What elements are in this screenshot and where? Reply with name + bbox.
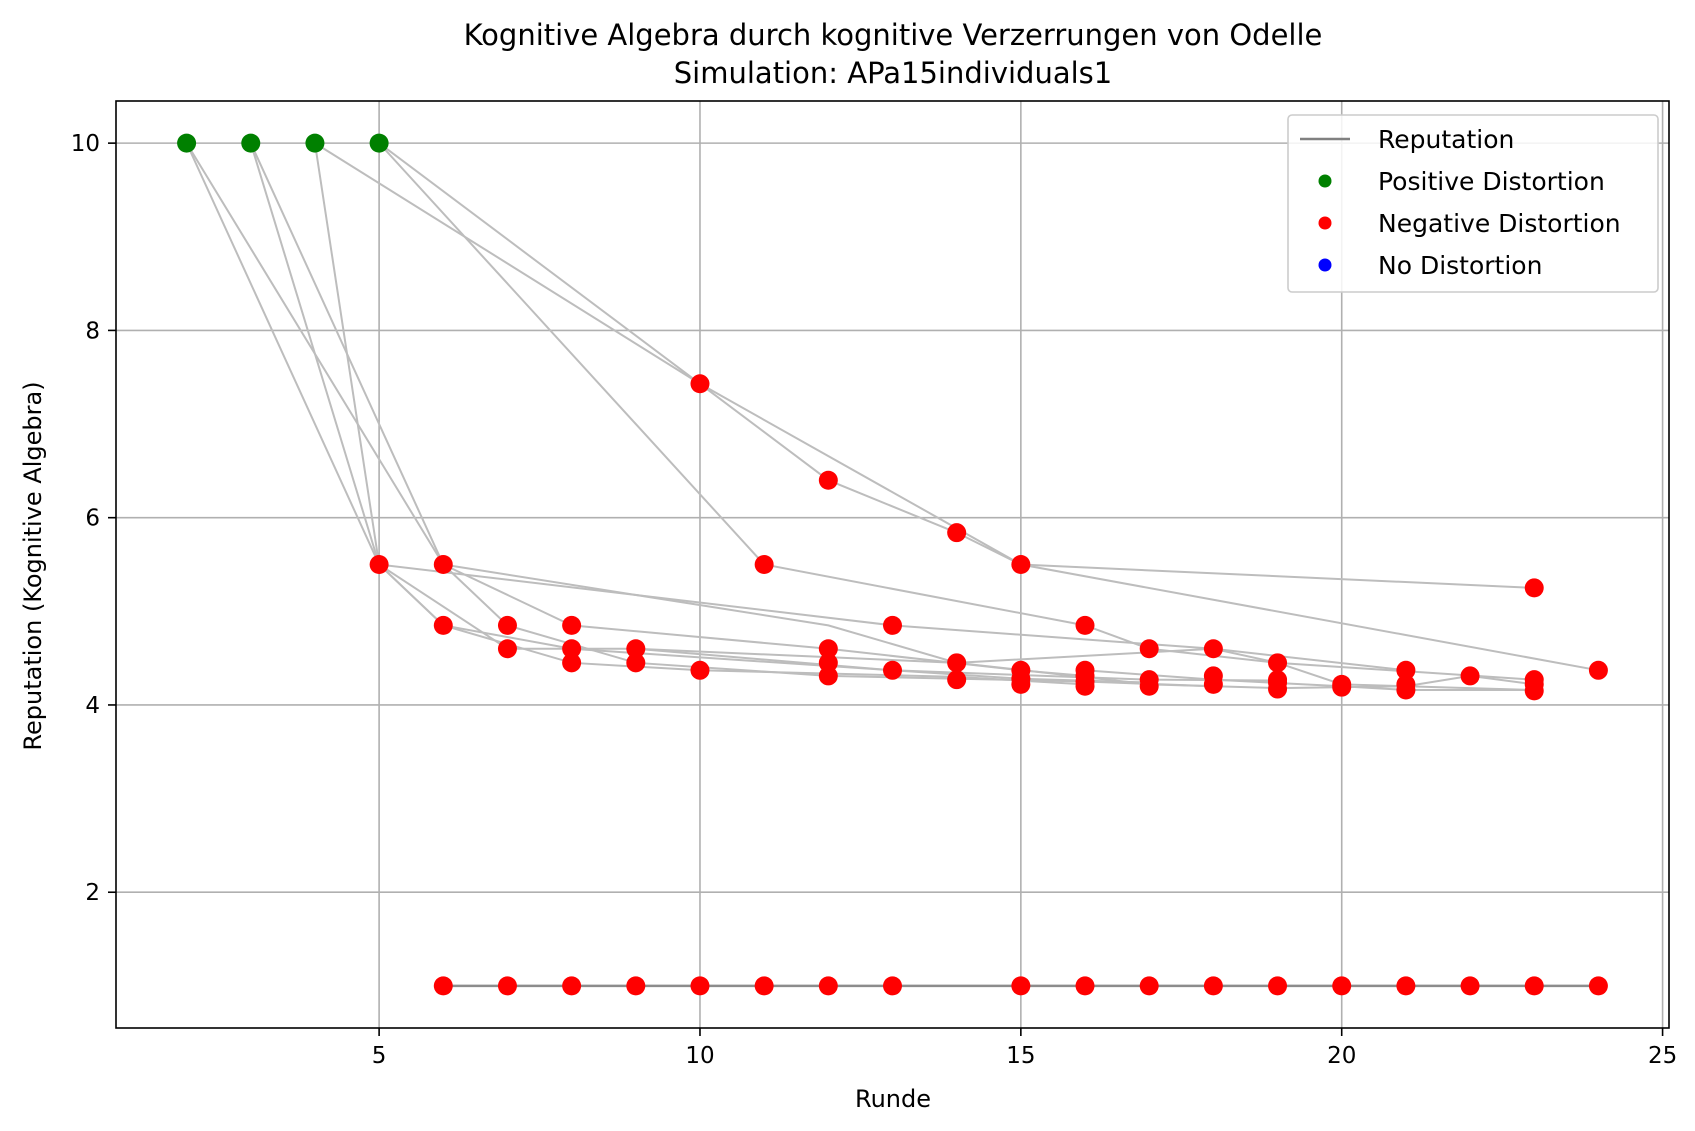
negative-distortion-point <box>1268 679 1288 699</box>
reputation-line <box>185 142 1086 677</box>
axis-ticks: 5 10 15 20 25 2 4 6 8 10 <box>71 131 1678 1069</box>
negative-distortion-point <box>1332 677 1352 697</box>
negative-distortion-point <box>818 639 838 659</box>
legend-label-reputation: Reputation <box>1378 125 1514 154</box>
reputation-line <box>314 142 1599 672</box>
negative-distortion-point <box>1011 555 1031 574</box>
negative-distortion-point <box>1011 976 1031 996</box>
negative-distortion-point <box>883 976 902 996</box>
negative-distortion-point <box>626 639 646 659</box>
x-tick-label: 10 <box>685 1043 714 1069</box>
legend-label-positive-distortion: Positive Distortion <box>1378 167 1605 196</box>
negative-distortion-point <box>1460 976 1480 996</box>
legend-label-no-distortion: No Distortion <box>1378 251 1542 280</box>
negative-distortion-point <box>754 555 774 574</box>
negative-distortion-point <box>626 653 646 673</box>
negative-distortion-point <box>690 660 710 680</box>
negative-distortion-point <box>562 615 582 635</box>
negative-distortion-point <box>1268 653 1288 673</box>
negative-distortion-point <box>818 470 838 490</box>
negative-distortion-point <box>883 660 902 680</box>
x-tick-label: 15 <box>1006 1043 1035 1069</box>
negative-distortion-point <box>1524 976 1544 996</box>
negative-distortion-point <box>497 615 517 635</box>
positive-distortion-point <box>177 133 197 153</box>
legend-swatch-negative-distortion <box>1318 216 1332 230</box>
negative-distortion-point <box>433 615 453 635</box>
negative-distortion-point <box>562 976 582 996</box>
negative-distortion-point <box>562 653 582 673</box>
negative-distortion-point <box>818 653 838 673</box>
negative-distortion-point <box>369 555 389 574</box>
negative-distortion-point <box>1075 615 1095 635</box>
legend-label-negative-distortion: Negative Distortion <box>1378 209 1621 238</box>
y-tick-label: 4 <box>85 693 100 719</box>
reputation-line <box>249 142 1214 688</box>
positive-distortion-point <box>241 133 261 153</box>
x-tick-label: 5 <box>372 1043 387 1069</box>
negative-distortion-point <box>497 976 517 996</box>
negative-distortion-point <box>433 976 453 996</box>
negative-distortion-point <box>1588 976 1608 996</box>
negative-distortion-point <box>1332 976 1352 996</box>
reputation-line <box>313 142 1278 682</box>
negative-distortion-point <box>1139 676 1159 696</box>
negative-distortion-point <box>690 374 710 394</box>
x-tick-label: 25 <box>1648 1043 1677 1069</box>
chart-subtitle: Simulation: APa15individuals1 <box>674 56 1112 90</box>
legend-swatch-no-distortion <box>1318 258 1332 272</box>
chart-title: Kognitive Algebra durch kognitive Verzer… <box>464 18 1323 52</box>
plot-frame <box>115 100 1670 1029</box>
y-tick-label: 2 <box>85 880 100 906</box>
negative-distortion-point <box>1075 676 1095 696</box>
negative-distortion-point <box>1268 976 1288 996</box>
negative-distortion-point <box>1139 639 1159 659</box>
y-axis-label: Reputation (Kognitive Algebra) <box>19 381 47 750</box>
positive-distortion-point <box>305 133 325 153</box>
negative-distortion-point <box>1203 639 1223 659</box>
reputation-line <box>378 142 1535 589</box>
negative-distortion-point <box>818 976 838 996</box>
legend-box <box>1287 114 1659 293</box>
positive-distortion-point <box>369 133 389 153</box>
legend-swatch-positive-distortion <box>1318 174 1332 188</box>
reputation-line <box>378 142 1535 681</box>
negative-distortion-point <box>1588 660 1608 680</box>
negative-distortion-point <box>1524 681 1544 701</box>
reputation-line <box>443 563 1406 672</box>
negative-distortion-point <box>433 555 453 574</box>
negative-distortion-point <box>1139 976 1159 996</box>
negative-distortion-point <box>947 653 967 673</box>
negative-distortion-point <box>1203 976 1223 996</box>
negative-distortion-point <box>754 976 774 996</box>
negative-distortion-point <box>947 670 967 690</box>
data-points <box>177 133 1608 996</box>
reputation-line <box>185 142 1086 686</box>
y-tick-label: 10 <box>71 131 100 157</box>
negative-distortion-point <box>562 639 582 659</box>
negative-distortion-point <box>497 639 517 659</box>
negative-distortion-point <box>1396 660 1416 680</box>
negative-distortion-point <box>1203 674 1223 694</box>
y-tick-label: 8 <box>85 318 100 344</box>
negative-distortion-point <box>947 523 967 543</box>
legend: Reputation Positive Distortion Negative Di… <box>1287 114 1659 293</box>
negative-distortion-point <box>690 976 710 996</box>
negative-distortion-point <box>1011 674 1031 694</box>
x-tick-label: 20 <box>1327 1043 1356 1069</box>
negative-distortion-point <box>1460 666 1480 686</box>
negative-distortion-point <box>883 615 902 635</box>
x-axis-label: Runde <box>855 1085 931 1113</box>
negative-distortion-point <box>818 666 838 686</box>
negative-distortion-point <box>626 976 646 996</box>
y-tick-label: 6 <box>85 506 100 532</box>
negative-distortion-point <box>1396 976 1416 996</box>
negative-distortion-point <box>1524 578 1544 598</box>
negative-distortion-point <box>1396 680 1416 700</box>
negative-distortion-point <box>1075 976 1095 996</box>
